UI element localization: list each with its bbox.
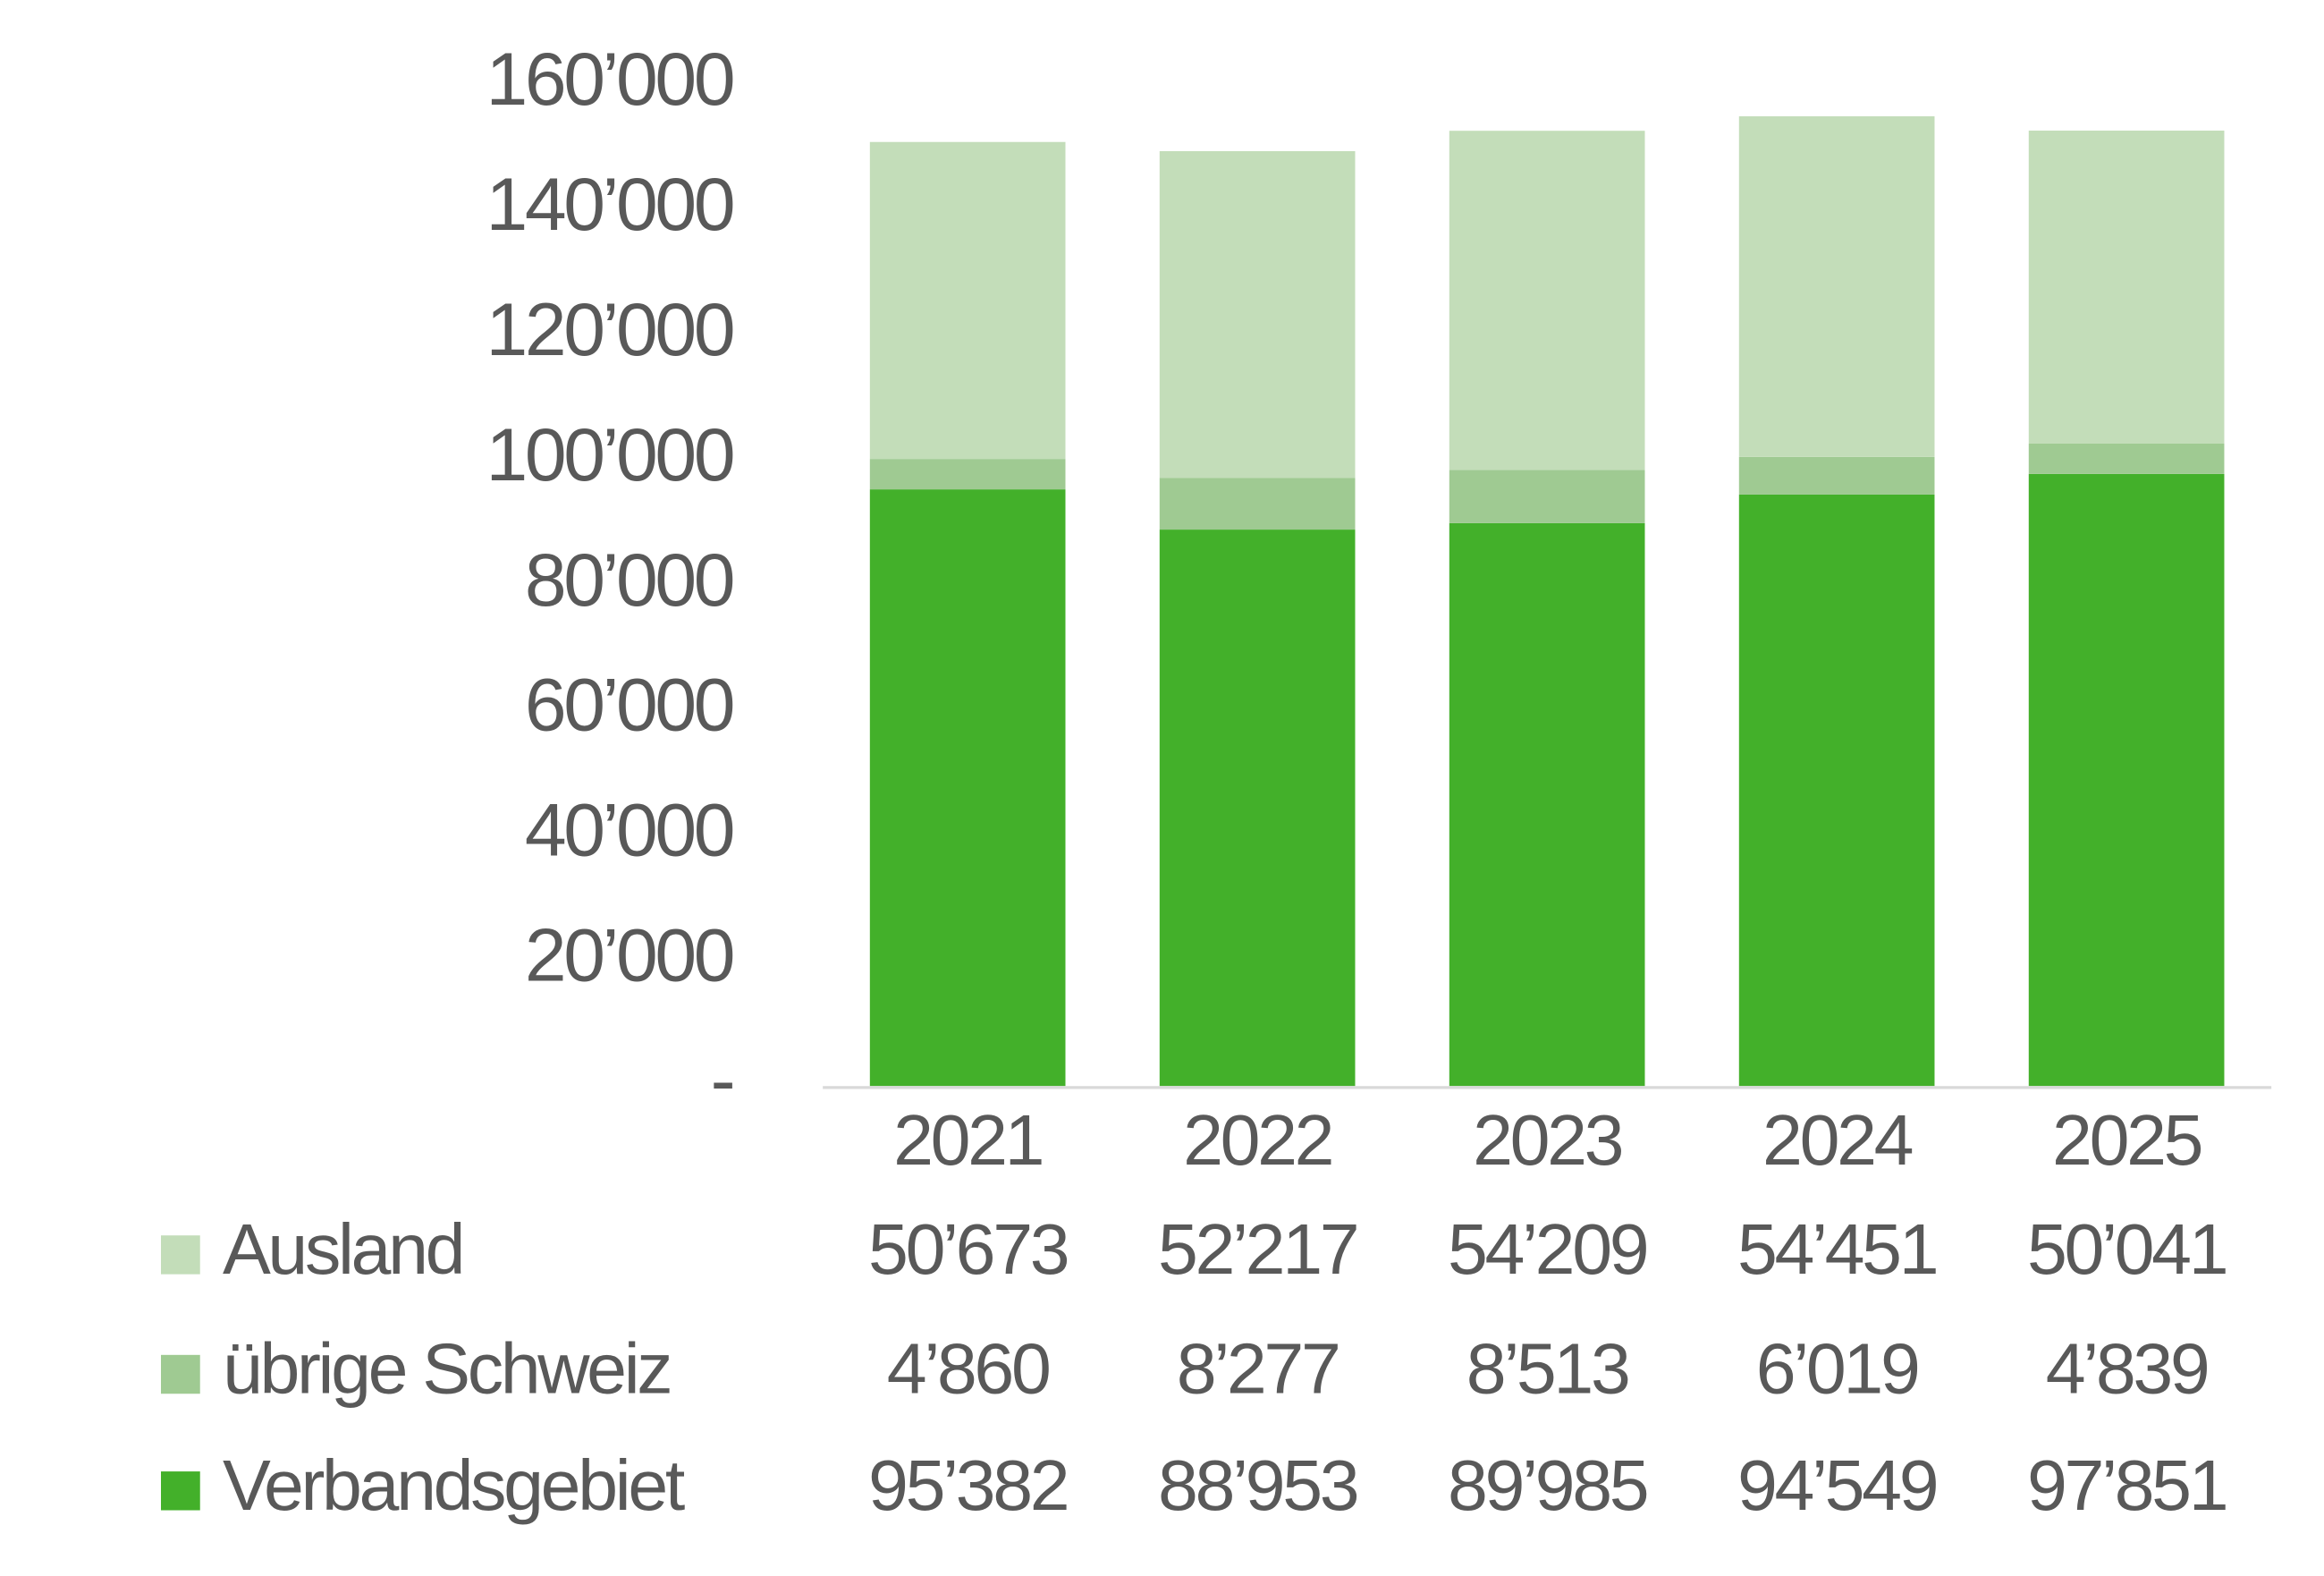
bar-segment <box>1159 530 1356 1087</box>
table-value: 88’953 <box>1158 1445 1357 1526</box>
legend-label: übrige Schweiz <box>223 1329 670 1410</box>
y-tick-label: 60’000 <box>525 663 733 747</box>
bar-segment <box>1159 478 1356 530</box>
bar-segment <box>2028 473 2225 1087</box>
bar-segment <box>869 141 1066 460</box>
table-value: 4’839 <box>2046 1329 2208 1410</box>
legend-label: Verbandsgebiet <box>223 1445 685 1526</box>
x-tick-label: 2023 <box>1473 1100 1622 1181</box>
table-value: 50’041 <box>2027 1209 2226 1290</box>
y-tick-label: 40’000 <box>525 788 733 872</box>
bar-segment <box>1738 116 1935 457</box>
bar-segment <box>2028 131 2225 445</box>
table-value: 54’209 <box>1448 1209 1646 1290</box>
bar-segment <box>869 489 1066 1087</box>
table-value: 50’673 <box>868 1209 1068 1290</box>
table-value: 94’549 <box>1737 1445 1936 1526</box>
bar-segment <box>1449 131 1645 470</box>
table-value: 52’217 <box>1158 1209 1356 1290</box>
y-tick-label: 120’000 <box>486 287 733 371</box>
x-tick-label: 2021 <box>893 1100 1042 1181</box>
y-tick-label: 80’000 <box>525 538 733 622</box>
y-tick-label: 140’000 <box>486 162 733 246</box>
bar-segment <box>1449 470 1645 523</box>
bar-segment <box>1449 522 1645 1087</box>
y-tick-label: - <box>711 1038 733 1123</box>
legend-swatch <box>160 1471 200 1511</box>
bar-segment <box>1159 151 1356 479</box>
legend-swatch <box>160 1354 200 1394</box>
table-value: 89’985 <box>1448 1445 1647 1526</box>
y-tick-label: 100’000 <box>486 412 733 496</box>
legend-label: Ausland <box>223 1209 462 1290</box>
y-tick-label: 160’000 <box>486 38 733 122</box>
legend-swatch <box>160 1235 200 1275</box>
x-tick-label: 2024 <box>1762 1100 1913 1181</box>
table-value: 97’851 <box>2027 1445 2226 1526</box>
table-value: 4’860 <box>887 1329 1049 1410</box>
y-tick-label: 20’000 <box>525 913 733 997</box>
table-value: 8’513 <box>1466 1329 1628 1410</box>
table-value: 8’277 <box>1177 1329 1339 1410</box>
x-tick-label: 2022 <box>1183 1100 1331 1181</box>
x-tick-label: 2025 <box>2052 1100 2201 1181</box>
bar-segment <box>2028 444 2225 474</box>
bar-segment <box>869 459 1066 490</box>
table-value: 6’019 <box>1756 1329 1918 1410</box>
bar-segment <box>1738 494 1935 1087</box>
bar-segment <box>1738 456 1935 495</box>
table-value: 54’451 <box>1737 1209 1936 1290</box>
table-value: 95’382 <box>868 1445 1067 1526</box>
